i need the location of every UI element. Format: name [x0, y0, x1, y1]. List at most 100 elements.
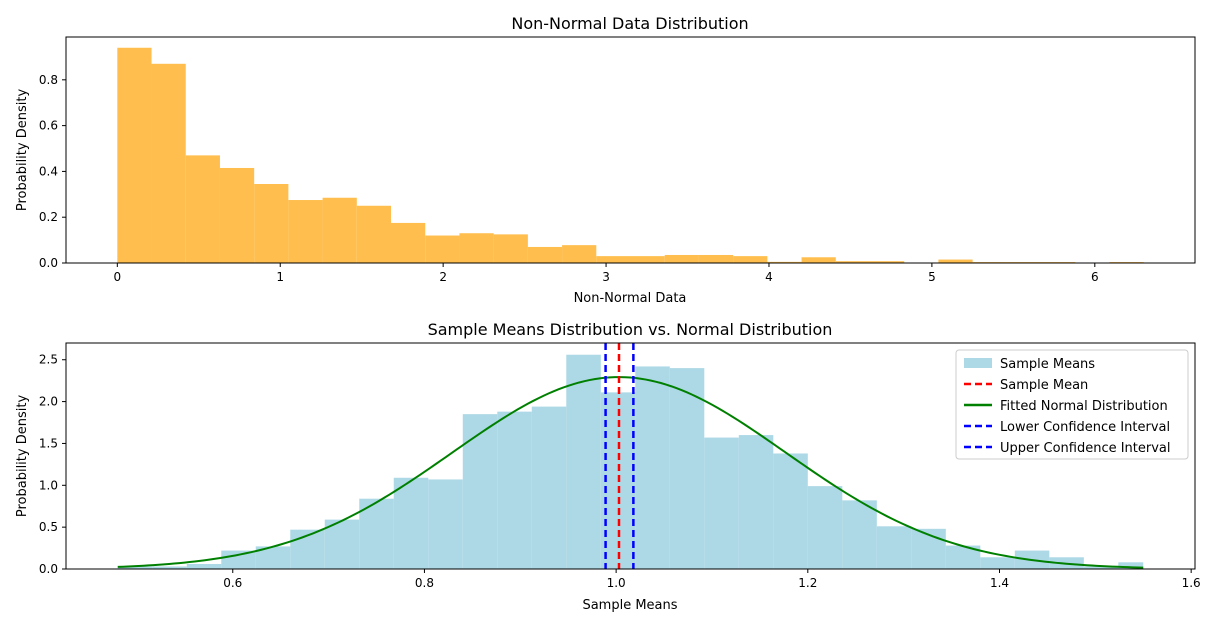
legend-label: Fitted Normal Distribution — [1000, 399, 1168, 414]
plot-frame — [65, 36, 1196, 264]
bars — [117, 47, 1144, 264]
histogram-bar — [531, 406, 567, 569]
y-tick-label: 0.6 — [39, 119, 58, 133]
histogram-bar — [185, 155, 220, 263]
histogram-bar — [698, 254, 734, 263]
histogram-bar — [664, 254, 699, 263]
y-tick-label: 0.8 — [39, 73, 58, 87]
histogram-bar — [566, 354, 601, 569]
histogram-bar — [425, 235, 460, 263]
histogram-bar — [219, 167, 255, 263]
histogram-bar — [221, 550, 256, 569]
histogram-bar — [356, 205, 392, 263]
chart-title: Non-Normal Data Distribution — [511, 14, 748, 33]
x-tick-label: 4 — [765, 270, 773, 284]
histogram-bar — [324, 519, 360, 569]
histogram-bar — [869, 261, 905, 263]
histogram-bar — [1083, 566, 1119, 569]
x-axis-ticks: 0 1 2 3 4 5 6 — [113, 263, 1099, 284]
histogram-bar — [704, 437, 739, 569]
x-tick-label: 0.8 — [415, 576, 434, 590]
histogram-bar — [117, 47, 152, 264]
x-axis-label: Sample Means — [582, 598, 677, 613]
legend-label: Upper Confidence Interval — [1000, 441, 1171, 456]
histogram-bar — [876, 526, 912, 569]
x-tick-label: 1.0 — [607, 576, 626, 590]
x-axis-label: Non-Normal Data — [574, 291, 687, 306]
y-tick-label: 0.5 — [39, 520, 58, 534]
histogram-bar — [428, 479, 463, 569]
chart-non-normal-distribution: Non-Normal Data Distribution 0 1 2 3 4 5 6 0.0… — [15, 14, 1196, 306]
histogram-bar — [497, 411, 532, 569]
y-tick-label: 0.0 — [39, 256, 58, 270]
x-tick-label: 3 — [602, 270, 610, 284]
histogram-bar — [835, 261, 870, 263]
histogram-bar — [255, 546, 291, 569]
x-tick-label: 0 — [113, 270, 121, 284]
x-tick-label: 1 — [276, 270, 284, 284]
histogram-bar — [669, 368, 705, 569]
histogram-bar — [738, 435, 774, 569]
histogram-bar — [493, 234, 528, 263]
histogram-bar — [393, 477, 429, 569]
histogram-bar — [562, 245, 597, 263]
histogram-bar — [842, 500, 877, 569]
histogram-bar — [807, 486, 843, 569]
x-tick-label: 5 — [928, 270, 936, 284]
histogram-bar — [359, 498, 394, 569]
histogram-bar — [254, 184, 289, 263]
x-tick-label: 1.6 — [1182, 576, 1201, 590]
fitted-normal-curve — [117, 376, 1144, 569]
histogram-bar — [767, 261, 802, 263]
y-tick-label: 2.5 — [39, 353, 58, 367]
y-axis-label: Probability Density — [15, 89, 30, 212]
histogram-bar — [151, 63, 186, 264]
histogram-bar — [462, 414, 498, 569]
legend: Sample Means Sample Mean Fitted Normal Dis… — [955, 349, 1189, 460]
y-tick-label: 1.5 — [39, 436, 58, 450]
legend-box — [955, 349, 1189, 460]
y-tick-label: 0.0 — [39, 562, 58, 576]
histogram-bar — [186, 563, 222, 569]
legend-label: Sample Means — [1000, 357, 1095, 372]
x-axis-ticks: 0.6 0.8 1.0 1.2 1.4 1.6 — [223, 569, 1201, 590]
histogram-bar — [459, 233, 494, 263]
histogram-bar — [596, 256, 631, 263]
legend-swatch — [964, 358, 992, 368]
chart-sample-means-distribution: Sample Means Distribution vs. Normal Dis… — [15, 320, 1201, 613]
y-axis-label: Probability Density — [15, 395, 30, 518]
bars — [117, 354, 1144, 569]
histogram-bar — [288, 200, 323, 263]
x-tick-label: 6 — [1091, 270, 1099, 284]
y-tick-label: 0.4 — [39, 164, 58, 178]
histogram-bar — [152, 566, 187, 569]
histogram-bar — [527, 246, 563, 263]
histogram-bar — [801, 257, 836, 263]
x-tick-label: 2 — [439, 270, 447, 284]
histogram-bar — [980, 557, 1015, 569]
histogram-bar — [938, 259, 973, 263]
y-tick-label: 2.0 — [39, 395, 58, 409]
legend-label: Sample Mean — [1000, 378, 1088, 393]
y-axis-ticks: 0.0 0.5 1.0 1.5 2.0 2.5 — [39, 353, 66, 576]
plot-frame — [65, 342, 1196, 570]
histogram-bar — [322, 197, 357, 263]
histogram-bar — [391, 222, 426, 263]
histogram-bar — [945, 545, 981, 569]
chart-title: Sample Means Distribution vs. Normal Dis… — [428, 320, 833, 339]
y-tick-label: 0.2 — [39, 210, 58, 224]
histogram-bar — [1118, 562, 1144, 569]
histogram-bar — [773, 453, 808, 569]
histogram-bar — [630, 256, 665, 263]
y-axis-ticks: 0.0 0.2 0.4 0.6 0.8 — [39, 73, 66, 270]
y-tick-label: 1.0 — [39, 478, 58, 492]
legend-label: Lower Confidence Interval — [1000, 420, 1170, 435]
histogram-bar — [117, 566, 153, 569]
histogram-bar — [635, 366, 670, 569]
x-tick-label: 1.4 — [990, 576, 1009, 590]
x-tick-label: 0.6 — [223, 576, 242, 590]
histogram-bar — [733, 256, 768, 263]
x-tick-label: 1.2 — [798, 576, 817, 590]
vertical-lines — [604, 343, 635, 569]
